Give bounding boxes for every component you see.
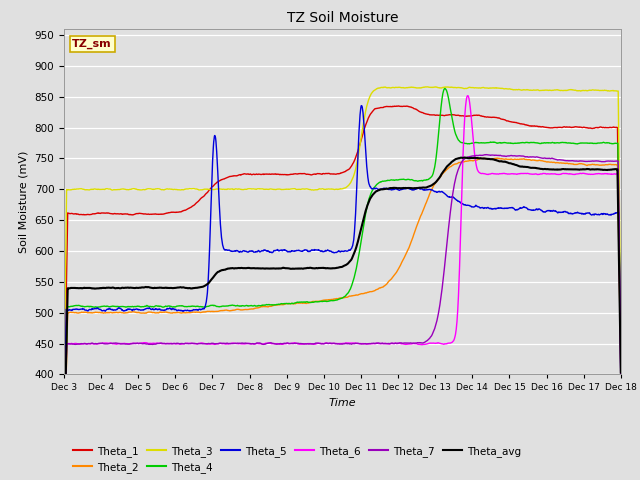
Title: TZ Soil Moisture: TZ Soil Moisture bbox=[287, 11, 398, 25]
Legend: Theta_1, Theta_2, Theta_3, Theta_4, Theta_5, Theta_6, Theta_7, Theta_avg: Theta_1, Theta_2, Theta_3, Theta_4, Thet… bbox=[69, 442, 525, 477]
X-axis label: Time: Time bbox=[328, 398, 356, 408]
Y-axis label: Soil Moisture (mV): Soil Moisture (mV) bbox=[19, 150, 29, 253]
Text: TZ_sm: TZ_sm bbox=[72, 39, 112, 49]
